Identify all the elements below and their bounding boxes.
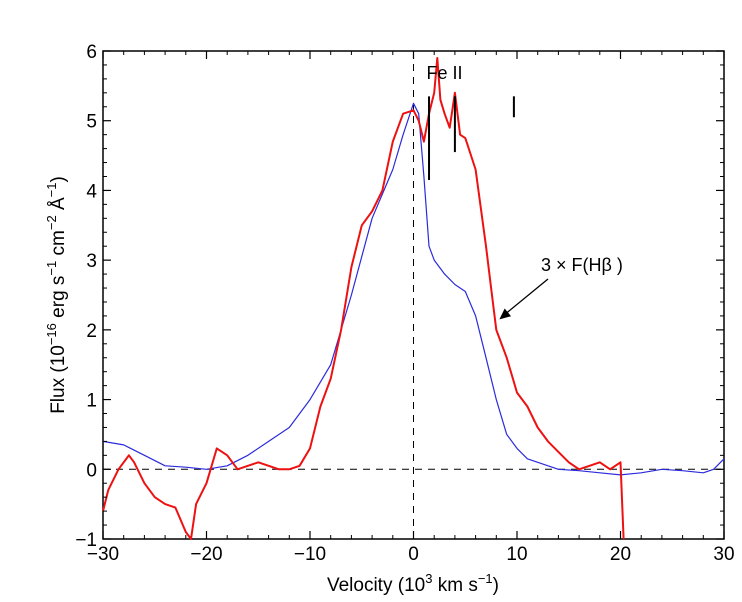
y-axis-title: Flux (10−16 erg s−1 cm−2 Å−1) bbox=[44, 176, 69, 414]
y-axis-title-mid3: Å bbox=[48, 197, 69, 215]
x-axis-title-sup: 3 bbox=[425, 571, 432, 586]
y-tick-label: 3 bbox=[86, 251, 97, 272]
ticks-layer bbox=[102, 50, 725, 540]
x-axis-title-sup2: −1 bbox=[478, 571, 493, 586]
x-axis-title-pre: Velocity (10 bbox=[327, 575, 425, 596]
red-series-line bbox=[102, 57, 625, 540]
fe-ii-label: Fe II bbox=[427, 63, 463, 83]
y-axis-title-sup2: −1 bbox=[44, 261, 59, 276]
y-axis-title-mid2: cm bbox=[48, 230, 69, 261]
y-tick-label: −1 bbox=[75, 530, 97, 551]
hbeta-series-label: 3 × F(Hβ ) bbox=[541, 255, 623, 275]
blue-series-line bbox=[102, 102, 725, 476]
y-tick-label: 6 bbox=[86, 42, 97, 63]
x-tick-label: 20 bbox=[610, 544, 631, 565]
x-tick-label: −20 bbox=[190, 544, 222, 565]
x-tick-label: 10 bbox=[506, 544, 527, 565]
series-layer bbox=[102, 57, 725, 540]
y-tick-label: 4 bbox=[86, 181, 97, 202]
plot-area: Fe II 3 × F(Hβ ) bbox=[102, 50, 725, 540]
x-axis-title: Velocity (103 km s−1) bbox=[327, 571, 499, 596]
x-tick-label: 0 bbox=[408, 544, 419, 565]
hbeta-arrow-head bbox=[499, 308, 512, 320]
y-axis-title-sup4: −1 bbox=[44, 183, 59, 198]
y-tick-label: 0 bbox=[86, 460, 97, 481]
hbeta-arrow-shaft bbox=[501, 278, 549, 317]
x-tick-label: −30 bbox=[87, 544, 119, 565]
y-axis-title-sup1: −16 bbox=[44, 323, 59, 345]
y-tick-label: 5 bbox=[86, 112, 97, 133]
y-axis-title-mid1: erg s bbox=[48, 276, 69, 324]
plot-frame bbox=[102, 50, 725, 540]
y-tick-label: 1 bbox=[86, 391, 97, 412]
y-axis-title-pre: Flux (10 bbox=[48, 345, 69, 414]
y-tick-label: 2 bbox=[86, 321, 97, 342]
x-tick-label: 30 bbox=[713, 544, 734, 565]
y-axis-title-end: ) bbox=[48, 176, 69, 182]
x-tick-label: −10 bbox=[294, 544, 326, 565]
annotations-layer: Fe II 3 × F(Hβ ) bbox=[427, 63, 623, 320]
x-axis-title-post: km s bbox=[432, 575, 477, 596]
reference-lines bbox=[103, 51, 724, 539]
y-axis-title-sup3: −2 bbox=[44, 215, 59, 230]
x-axis-title-end: ) bbox=[493, 575, 499, 596]
